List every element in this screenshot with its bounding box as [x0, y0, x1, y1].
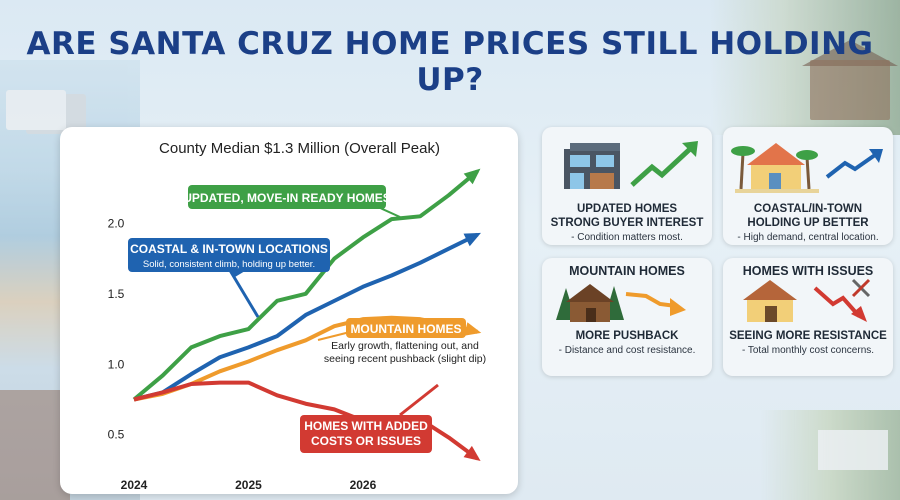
blue-series-label-box [128, 238, 330, 272]
price-line-chart: County Median $1.3 Million (Overall Peak… [108, 140, 486, 492]
blue-series-note: Solid, consistent climb, holding up bett… [143, 259, 315, 270]
orange-series-label: MOUNTAIN HOMES [350, 322, 461, 336]
orange-series-label-box [346, 318, 466, 338]
y-tick-label: 1.5 [108, 287, 125, 301]
suburban-house-image [818, 430, 888, 470]
series-line-0 [132, 169, 479, 402]
card-subtitle: STRONG BUYER INTEREST [550, 217, 704, 229]
card-title: MOUNTAIN HOMES [569, 264, 685, 278]
cabin-roof-image [802, 40, 898, 66]
series-arrowhead-3 [463, 445, 481, 462]
forest-cabin-background-image [710, 0, 900, 135]
red-label-pointer [399, 383, 439, 417]
green-series-label: UPDATED, MOVE-IN READY HOMES [183, 191, 391, 205]
card-note: - Condition matters most. [571, 232, 683, 243]
cabin-image [810, 60, 890, 120]
red-series-label-line1: HOMES WITH ADDED [304, 419, 428, 433]
orange-series-note-line1: Early growth, flattening out, and [331, 340, 479, 352]
updated-homes-card: UPDATED HOMES STRONG BUYER INTEREST - Co… [542, 127, 712, 245]
card-graphic [556, 284, 686, 322]
trend-down-arrow-icon [625, 292, 686, 316]
series-arrowhead-0 [463, 168, 481, 185]
mountain-homes-card: MOUNTAIN HOMES MORE PUSHBACK - Distance … [542, 258, 712, 376]
suburban-background-image [760, 410, 900, 500]
x-tick-label: 2024 [121, 478, 148, 492]
house-tools-icon [743, 278, 871, 322]
green-series-label-box [188, 185, 386, 209]
card-note: - Total monthly cost concerns. [741, 345, 875, 356]
orange-series-note-line2: seeing recent pushback (slight dip) [324, 353, 486, 365]
coastal-card: COASTAL/IN-TOWN HOLDING UP BETTER - High… [723, 127, 893, 245]
y-tick-label: 0.5 [108, 428, 125, 442]
blue-series-label: COASTAL & IN-TOWN LOCATIONS [130, 242, 328, 256]
trend-up-arrow-icon [825, 149, 883, 179]
red-series-label-box [300, 415, 432, 453]
card-title: COASTAL/IN-TOWN [753, 203, 863, 215]
card-graphic [743, 278, 871, 322]
y-tick-label: 1.0 [108, 357, 125, 371]
orange-label-pointer [317, 331, 351, 341]
blue-label-pointer [226, 266, 260, 318]
card-graphic [564, 141, 698, 189]
palm-house-icon [731, 143, 819, 193]
house-image [0, 390, 70, 500]
page-title: ARE SANTA CRUZ HOME PRICES STILL HOLDING… [26, 26, 874, 98]
card-subtitle: SEEING MORE RESISTANCE [729, 330, 887, 342]
cabin-icon [556, 284, 624, 322]
price-chart-card: County Median $1.3 Million (Overall Peak… [60, 127, 518, 494]
card-note: - High demand, central location. [737, 232, 879, 243]
card-subtitle: HOLDING UP BETTER [747, 217, 869, 229]
x-tick-label: 2026 [350, 478, 377, 492]
red-series-label-line2: COSTS OR ISSUES [311, 434, 421, 448]
x-tick-label: 2025 [235, 478, 262, 492]
trend-down-arrow-icon [813, 286, 867, 322]
series-arrowhead-2 [464, 322, 482, 336]
card-title: HOMES WITH ISSUES [742, 264, 874, 278]
modern-house-icon [564, 143, 620, 189]
y-tick-label: 2.0 [108, 216, 125, 230]
card-title: UPDATED HOMES [576, 203, 678, 215]
card-subtitle: MORE PUSHBACK [575, 330, 679, 342]
coastal-house-image [6, 90, 66, 130]
chart-title: County Median $1.3 Million (Overall Peak… [159, 140, 440, 157]
card-note: - Distance and cost resistance. [558, 345, 696, 356]
trend-up-arrow-icon [630, 141, 698, 187]
series-line-1 [133, 232, 479, 402]
card-graphic [731, 143, 883, 193]
series-arrowhead-1 [463, 232, 481, 247]
homes-with-issues-card: HOMES WITH ISSUES SEEING MORE RESISTANCE… [723, 258, 893, 376]
